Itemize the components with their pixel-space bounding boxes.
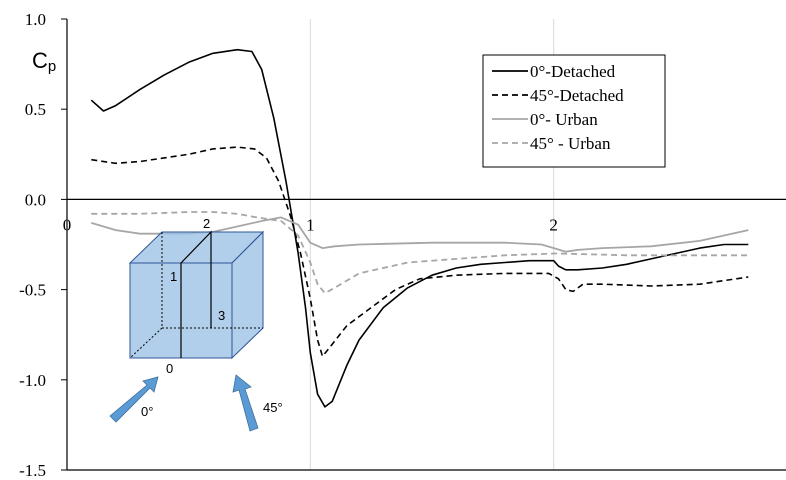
legend-box xyxy=(482,54,666,168)
legend-label-2: 0°- Urban xyxy=(530,110,598,129)
arrow-label-45deg: 45° xyxy=(263,400,283,415)
building-inset-diagram: 0 1 2 3 0° 45° xyxy=(109,216,283,432)
y-tick-label-2: 0.0 xyxy=(25,190,46,209)
series-line-1 xyxy=(91,146,749,358)
legend-label-0: 0°-Detached xyxy=(530,62,616,81)
series-line-0 xyxy=(90,48,749,408)
y-tick-label-5: -1.5 xyxy=(19,461,46,480)
cube-hidden-edge-diagonal xyxy=(129,327,163,359)
y-tick-label-0: 1.0 xyxy=(25,10,46,29)
legend-label-3: 45° - Urban xyxy=(530,134,611,153)
inset-label-0: 0 xyxy=(166,361,173,376)
y-tick-label-4: -1.0 xyxy=(19,371,46,390)
y-axis-label: Cp xyxy=(32,48,56,75)
inset-label-2: 2 xyxy=(203,216,210,231)
legend: 0°-Detached 45°-Detached 0°- Urban 45° - Ur… xyxy=(482,54,666,168)
inset-label-3: 3 xyxy=(218,308,225,323)
x-tick-labels: 0 1 2 xyxy=(63,215,558,234)
wind-arrow-45deg xyxy=(232,374,259,432)
pressure-tap-line xyxy=(180,230,212,358)
x-tick-label-0: 0 xyxy=(63,215,72,234)
arrow-label-0deg: 0° xyxy=(141,404,153,419)
y-tick-label-1: 0.5 xyxy=(25,100,46,119)
axes xyxy=(66,19,786,471)
y-tick-label-3: -0.5 xyxy=(19,281,46,300)
inset-label-1: 1 xyxy=(170,269,177,284)
y-tick-labels: 1.0 0.5 0.0 -0.5 -1.0 -1.5 xyxy=(19,10,67,480)
wind-arrow-0deg xyxy=(109,376,159,423)
x-tick-label-2: 2 xyxy=(549,215,558,234)
series-line-3 xyxy=(91,211,749,295)
legend-label-1: 45°-Detached xyxy=(530,86,624,105)
x-tick-label-1: 1 xyxy=(306,215,315,234)
